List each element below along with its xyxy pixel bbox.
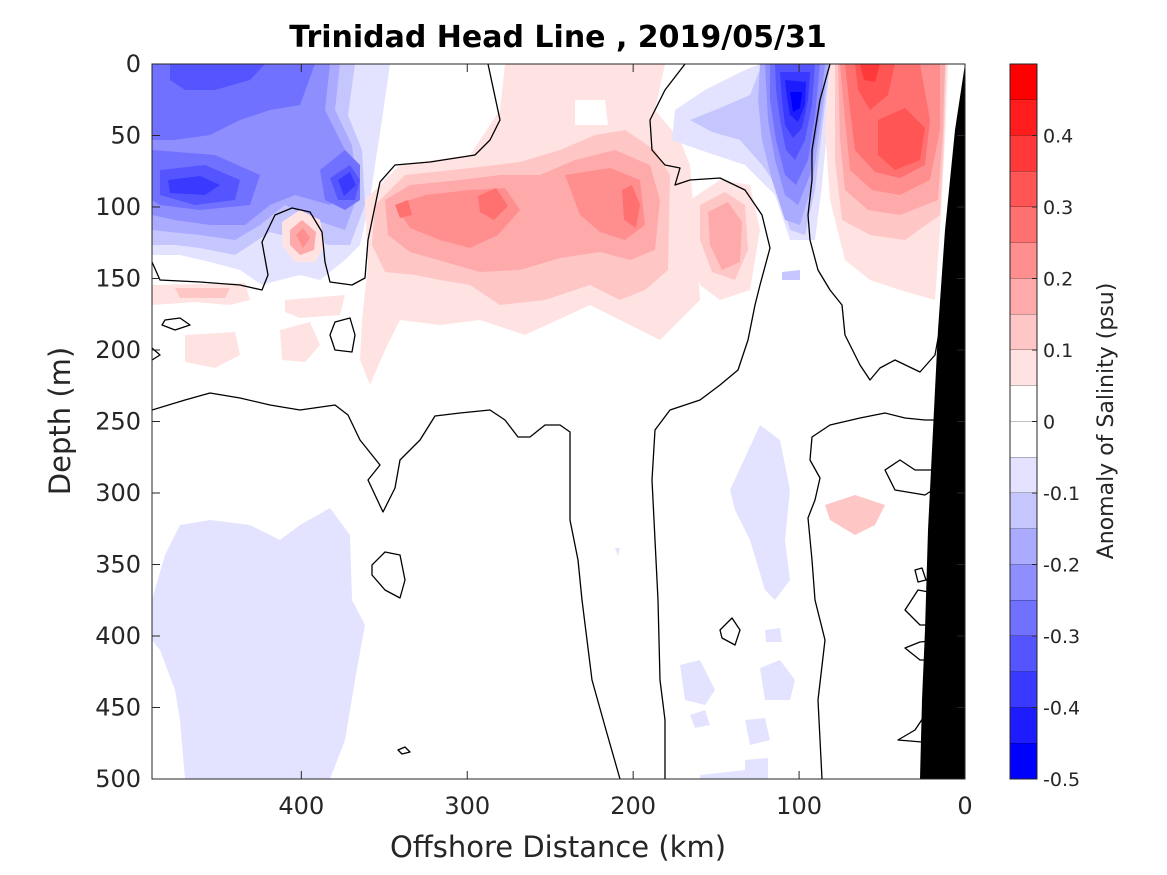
positive-anomaly-400km: [152, 210, 345, 368]
colorbar-level: [1010, 135, 1037, 172]
colorbar-tick-label: -0.4: [1043, 698, 1080, 720]
colorbar-level: [1010, 350, 1037, 387]
deep-negative-anomalies: [152, 425, 795, 779]
colorbar-level: [1010, 600, 1037, 637]
y-tick-label: 400: [95, 622, 141, 650]
y-tick-label: 500: [95, 765, 141, 793]
x-axis-label: Offshore Distance (km): [390, 830, 726, 864]
chart-title: Trinidad Head Line , 2019/05/31: [289, 20, 826, 55]
colorbar-tick-label: 0.2: [1043, 269, 1073, 291]
colorbar-level: [1010, 171, 1037, 208]
y-tick-label: 450: [95, 694, 141, 722]
y-tick-label: 300: [95, 479, 141, 507]
colorbar-ticks: 0.4 0.3 0.2 0.1 0 -0.1 -0.2 -0.3 -0.4 -0.5: [1032, 126, 1080, 791]
zero-contours: [152, 64, 946, 779]
colorbar-tick-label: 0.1: [1043, 340, 1073, 362]
positive-anomaly-140km: [688, 180, 760, 300]
colorbar-tick-label: -0.5: [1043, 769, 1080, 791]
colorbar-level: [1010, 242, 1037, 279]
colorbar-level: [1010, 493, 1037, 530]
positive-anomaly-coastal: [825, 64, 948, 535]
y-tick-label: 0: [126, 50, 141, 78]
negative-anomaly-offshore: [152, 64, 390, 285]
colorbar-tick-label: -0.2: [1043, 555, 1080, 577]
x-tick-label: 400: [278, 792, 324, 820]
colorbar-level: [1010, 99, 1037, 136]
x-tick-label: 100: [776, 792, 822, 820]
y-tick-label: 350: [95, 551, 141, 579]
x-axis-ticks: 400 300 200 100 0: [278, 64, 973, 820]
x-tick-label: 300: [444, 792, 490, 820]
x-tick-label: 0: [957, 792, 972, 820]
colorbar-tick-label: -0.1: [1043, 483, 1080, 505]
x-tick-label: 200: [610, 792, 656, 820]
colorbar-level: [1010, 743, 1037, 780]
colorbar-tick-label: -0.3: [1043, 626, 1080, 648]
colorbar-level: [1010, 528, 1037, 565]
colorbar-level: [1010, 64, 1037, 101]
colorbar-tick-label: 0: [1043, 412, 1055, 434]
negative-anomaly-nearshore: [672, 64, 835, 280]
colorbar-level: [1010, 385, 1037, 422]
y-axis-label: Depth (m): [43, 347, 77, 495]
y-tick-label: 50: [110, 122, 141, 150]
y-tick-label: 150: [95, 265, 141, 293]
colorbar: [1010, 64, 1037, 780]
positive-anomaly-central: [360, 64, 700, 385]
y-tick-label: 200: [95, 336, 141, 364]
colorbar-level: [1010, 671, 1037, 708]
y-tick-label: 100: [95, 193, 141, 221]
y-axis-ticks: 0 50 100 150 200 250 300 350 400 450 500: [95, 50, 965, 793]
colorbar-level: [1010, 421, 1037, 458]
colorbar-level: [1010, 564, 1037, 601]
colorbar-level: [1010, 278, 1037, 315]
colorbar-level: [1010, 457, 1037, 494]
colorbar-level: [1010, 314, 1037, 351]
y-tick-label: 250: [95, 408, 141, 436]
colorbar-level: [1010, 636, 1037, 673]
colorbar-label: Anomaly of Salinity (psu): [1094, 283, 1119, 560]
colorbar-tick-label: 0.4: [1043, 126, 1073, 148]
colorbar-tick-label: 0.3: [1043, 197, 1073, 219]
colorbar-level: [1010, 707, 1037, 744]
colorbar-level: [1010, 207, 1037, 244]
bathymetry-shelf: [920, 64, 965, 779]
plot-area: [152, 64, 965, 779]
